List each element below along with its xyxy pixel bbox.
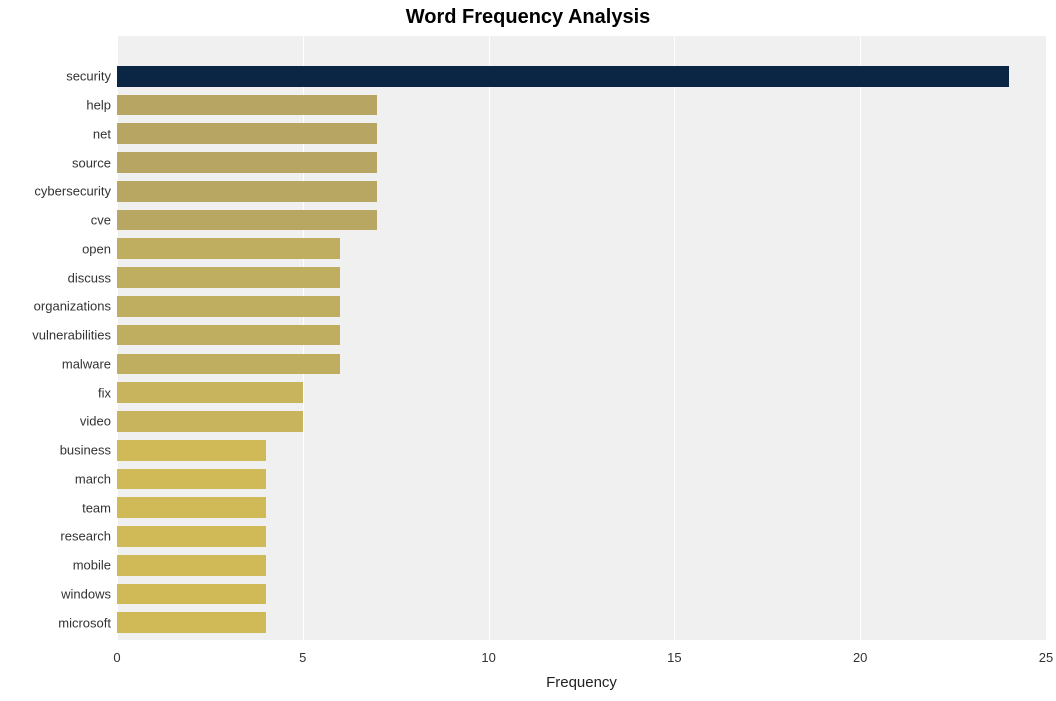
bar — [117, 555, 266, 576]
bar — [117, 469, 266, 490]
bar — [117, 95, 377, 116]
y-tick-label: help — [86, 98, 117, 113]
y-tick-label: security — [66, 69, 117, 84]
bar — [117, 382, 303, 403]
grid-line — [674, 36, 675, 640]
y-tick-label: net — [93, 126, 117, 141]
bar — [117, 123, 377, 144]
y-tick-label: fix — [98, 385, 117, 400]
bar — [117, 612, 266, 633]
plot-area: securityhelpnetsourcecybersecuritycveope… — [117, 36, 1046, 640]
bar — [117, 267, 340, 288]
bar — [117, 210, 377, 231]
chart-container: Word Frequency Analysis securityhelpnets… — [0, 0, 1056, 701]
bar — [117, 152, 377, 173]
y-tick-label: malware — [62, 356, 117, 371]
y-tick-label: windows — [61, 586, 117, 601]
y-tick-label: research — [60, 529, 117, 544]
bar — [117, 440, 266, 461]
grid-line — [489, 36, 490, 640]
y-tick-label: cybersecurity — [34, 184, 117, 199]
grid-line — [1046, 36, 1047, 640]
bar — [117, 584, 266, 605]
y-tick-label: mobile — [73, 558, 117, 573]
bar — [117, 66, 1009, 87]
bar — [117, 325, 340, 346]
y-tick-label: microsoft — [58, 615, 117, 630]
y-tick-label: cve — [91, 213, 117, 228]
bar — [117, 238, 340, 259]
y-tick-label: vulnerabilities — [32, 328, 117, 343]
bar — [117, 526, 266, 547]
bar — [117, 411, 303, 432]
y-tick-label: discuss — [68, 270, 117, 285]
bar — [117, 497, 266, 518]
chart-title: Word Frequency Analysis — [0, 6, 1056, 29]
y-tick-label: open — [82, 241, 117, 256]
grid-line — [860, 36, 861, 640]
y-tick-label: video — [80, 414, 117, 429]
y-tick-label: organizations — [34, 299, 117, 314]
x-axis-label: Frequency — [117, 640, 1046, 691]
y-tick-label: business — [60, 443, 117, 458]
bar — [117, 296, 340, 317]
bar — [117, 354, 340, 375]
y-tick-label: team — [82, 500, 117, 515]
bar — [117, 181, 377, 202]
y-tick-label: source — [72, 155, 117, 170]
y-tick-label: march — [75, 471, 117, 486]
